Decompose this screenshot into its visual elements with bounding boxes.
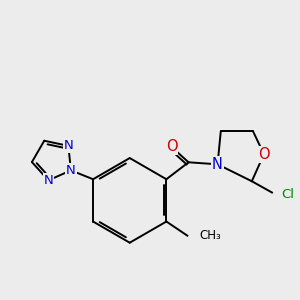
Text: O: O [258, 147, 270, 162]
Text: N: N [44, 174, 53, 187]
Text: O: O [166, 140, 177, 154]
Text: N: N [66, 164, 76, 177]
Text: N: N [212, 157, 223, 172]
Text: N: N [64, 140, 73, 152]
Text: Cl: Cl [281, 188, 294, 201]
Text: CH₃: CH₃ [200, 229, 221, 242]
